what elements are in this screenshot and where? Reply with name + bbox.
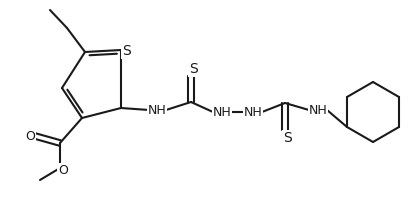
Text: O: O (58, 164, 68, 177)
Text: NH: NH (212, 106, 231, 119)
Text: NH: NH (243, 106, 262, 119)
Text: NH: NH (309, 104, 327, 116)
Text: S: S (283, 131, 291, 145)
Text: NH: NH (147, 104, 166, 116)
Text: S: S (122, 44, 130, 58)
Text: S: S (189, 62, 197, 76)
Text: O: O (25, 129, 35, 143)
